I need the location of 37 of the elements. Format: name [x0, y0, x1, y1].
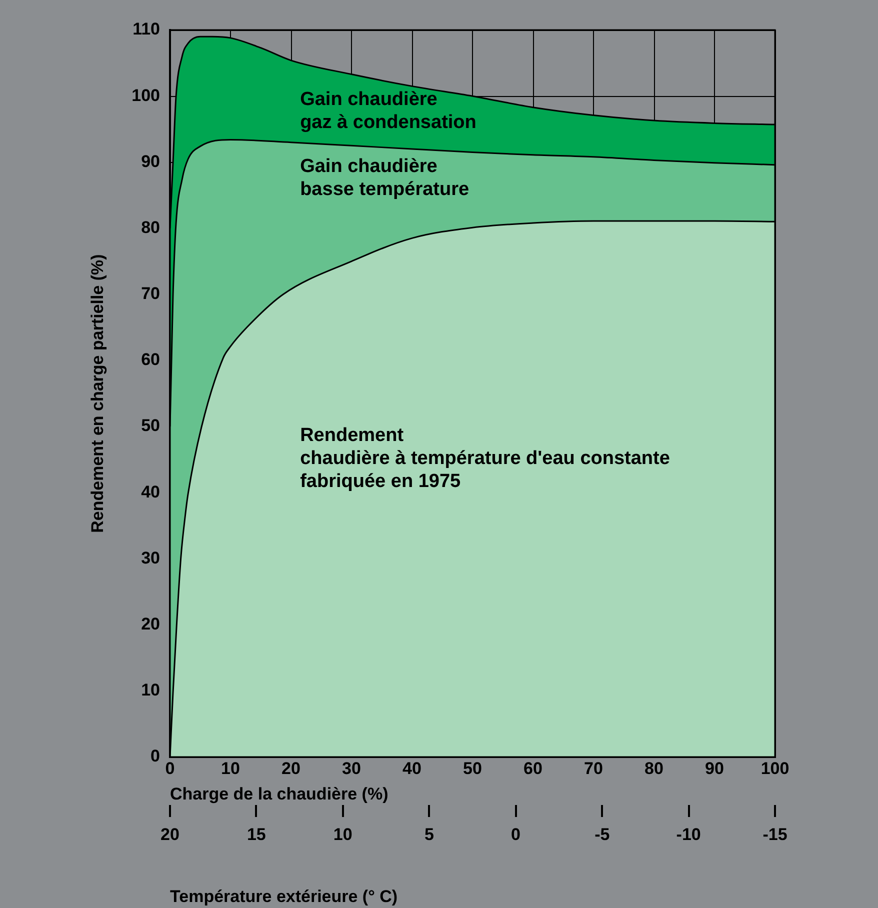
- annotation: Gain chaudière basse température: [300, 156, 470, 200]
- annotation: Gain chaudière gaz à condensation: [300, 89, 476, 134]
- y-tick-label: 70: [141, 284, 160, 304]
- x-tick-label: 70: [584, 758, 603, 778]
- x-tick-label: 100: [760, 758, 790, 778]
- y-axis-title: Rendement en charge partielle (%): [88, 254, 107, 533]
- y-tick-label: 30: [141, 548, 160, 568]
- y-tick-label: 20: [141, 614, 160, 634]
- y-tick-label: 50: [141, 416, 160, 436]
- x2-tick-label: 0: [510, 824, 520, 844]
- y-tick-label: 80: [141, 218, 160, 237]
- annotation: Rendement chaudière à température d'eau constante fabriquée en 1975: [300, 424, 670, 492]
- y-tick-label: 60: [141, 350, 160, 370]
- x2-tick-label: 5: [424, 824, 434, 844]
- x-tick-label: 90: [705, 758, 724, 778]
- x-tick-label: 20: [282, 758, 300, 778]
- x2-tick-label: -10: [676, 824, 701, 844]
- x-tick-label: 10: [221, 758, 240, 778]
- x2-tick-label: 10: [333, 824, 352, 844]
- x-tick-label: 60: [524, 758, 542, 778]
- y-tick-label: 110: [132, 20, 160, 39]
- x2-tick-label: 15: [246, 824, 266, 844]
- x2-tick-label: -15: [762, 824, 788, 844]
- y-tick-label: 100: [132, 86, 160, 105]
- x-tick-label: 30: [342, 758, 361, 778]
- x-tick-label: 0: [165, 758, 175, 778]
- x2-tick-label: 20: [160, 824, 180, 844]
- x2-axis-title: Température extérieure (° C): [170, 887, 398, 906]
- y-tick-label: 0: [150, 746, 160, 766]
- x-tick-label: 40: [402, 758, 422, 778]
- y-tick-label: 10: [141, 680, 160, 700]
- y-tick-label: 90: [141, 152, 160, 171]
- x-tick-label: 80: [644, 758, 664, 778]
- y-tick-label: 40: [141, 482, 160, 502]
- x-tick-label: 50: [463, 758, 482, 778]
- x2-tick-label: -5: [594, 824, 610, 844]
- x-axis-title: Charge de la chaudière (%): [170, 784, 388, 804]
